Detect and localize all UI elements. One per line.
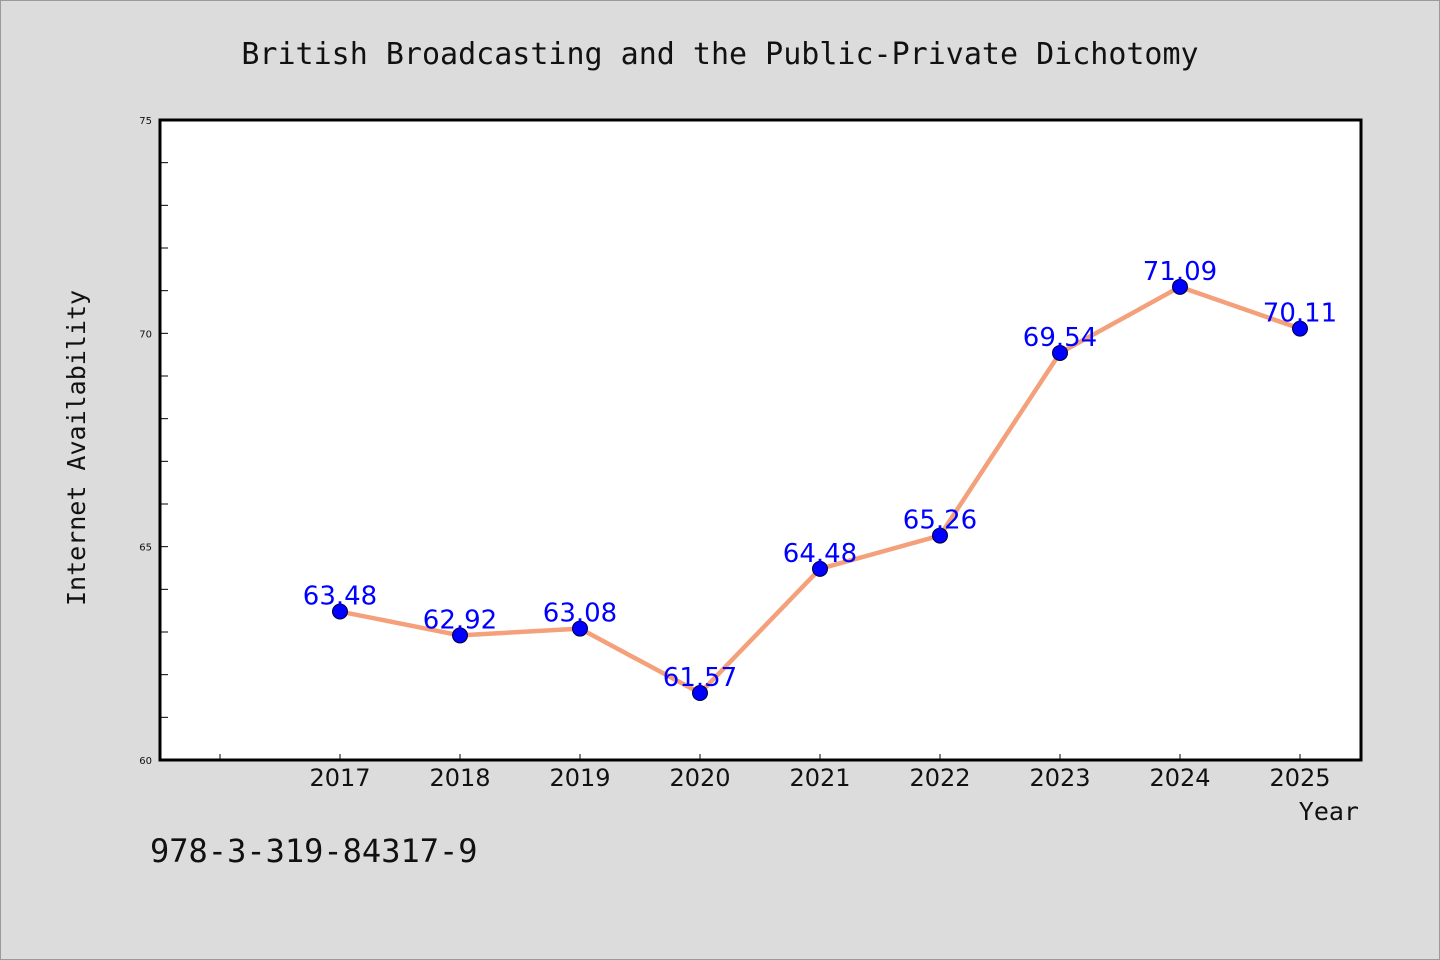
y-tick-label: 65: [139, 543, 152, 554]
data-label: 71.09: [1143, 257, 1217, 287]
data-point: [1292, 320, 1308, 337]
x-tick-label: 2022: [909, 764, 970, 792]
x-axis-label: Year: [1299, 797, 1359, 826]
data-label: 70.11: [1263, 299, 1337, 329]
data-label: 65.26: [903, 506, 977, 536]
y-tick-label: 70: [139, 329, 152, 340]
axis-ticks: 60 65 70 75 2017 2018 2019 2020 2021 2022 2023 2024…: [139, 116, 1330, 792]
x-tick-label: 2025: [1269, 764, 1330, 792]
data-point: [1172, 278, 1188, 295]
x-tick-label: 2023: [1029, 764, 1090, 792]
x-tick-label: 2020: [669, 764, 730, 792]
data-point: [812, 560, 828, 577]
data-label: 63.48: [303, 582, 377, 612]
data-label: 62.92: [423, 605, 497, 635]
data-point: [932, 527, 948, 544]
data-label: 61.57: [663, 663, 737, 693]
data-labels: 63.48 62.92 63.08 61.57 64.48 65.26 69.54 71.09…: [303, 257, 1337, 693]
x-tick-label: 2021: [789, 764, 850, 792]
x-tick-label: 2019: [549, 764, 610, 792]
data-point: [692, 685, 708, 702]
data-point: [452, 627, 468, 644]
data-point: [572, 620, 588, 637]
y-axis-label: Internet Availability: [62, 290, 91, 606]
y-tick-label: 75: [139, 116, 152, 127]
chart-title: British Broadcasting and the Public-Priv…: [241, 37, 1198, 72]
plot-area: [160, 120, 1361, 760]
data-point: [332, 603, 348, 620]
data-label: 69.54: [1023, 323, 1097, 353]
x-tick-label: 2017: [309, 764, 370, 792]
x-tick-label: 2018: [429, 764, 490, 792]
data-markers: [332, 278, 1308, 702]
isbn-footer: 978-3-319-84317-9: [150, 832, 478, 870]
data-label: 64.48: [783, 539, 857, 569]
data-point: [1052, 344, 1068, 361]
data-label: 63.08: [543, 599, 617, 629]
x-tick-label: 2024: [1149, 764, 1210, 792]
plot-border: [158, 118, 1363, 762]
y-tick-label: 60: [139, 756, 152, 767]
